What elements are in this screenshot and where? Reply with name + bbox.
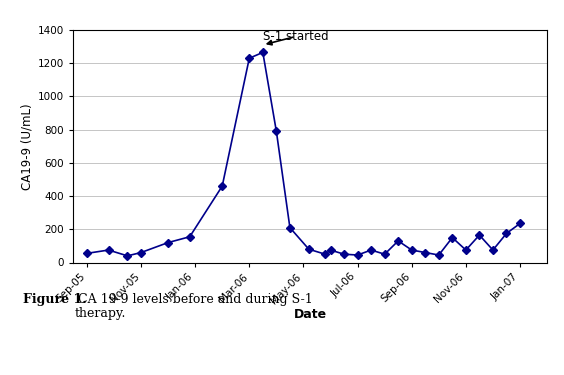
- Text: S-1 started: S-1 started: [263, 30, 328, 45]
- Text: CA 19-9 levels before and during S-1
therapy.: CA 19-9 levels before and during S-1 the…: [74, 292, 313, 321]
- X-axis label: Date: Date: [294, 308, 327, 321]
- Text: Figure 1.: Figure 1.: [23, 292, 86, 306]
- Y-axis label: CA19-9 (U/mL): CA19-9 (U/mL): [21, 103, 34, 190]
